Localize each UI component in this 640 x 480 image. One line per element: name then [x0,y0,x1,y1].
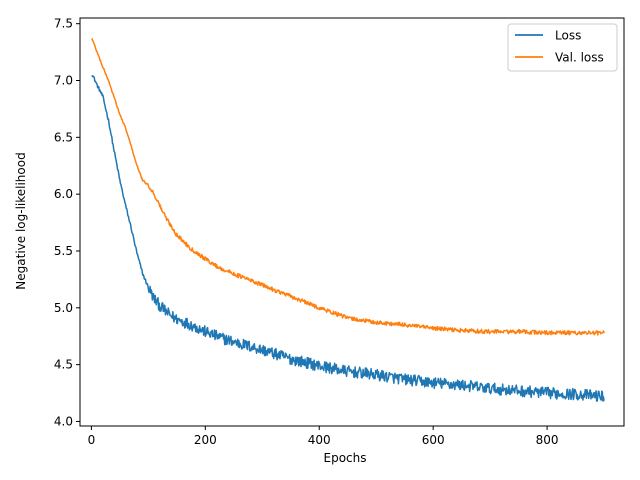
legend-label-loss: Loss [555,29,581,43]
x-tick-label: 600 [422,433,445,447]
x-tick-label: 200 [194,433,217,447]
y-tick-label: 7.5 [54,17,73,31]
series-layer [91,38,605,402]
x-tick-label: 400 [308,433,331,447]
y-axis-label: Negative log-likelihood [14,152,28,289]
y-tick-label: 7.0 [54,74,73,88]
x-tick-label: 0 [88,433,96,447]
y-tick-label: 6.0 [54,187,73,201]
y-tick-label: 4.5 [54,358,73,372]
y-tick-label: 6.5 [54,130,73,144]
y-axis: 4.0 4.5 5.0 5.5 6.0 6.5 7.0 7.5 [54,17,80,428]
y-tick-label: 5.5 [54,244,73,258]
series-line-val-loss [91,38,605,336]
series-line-loss [91,75,605,402]
y-tick-label: 4.0 [54,414,73,428]
x-axis-label: Epochs [324,451,367,465]
x-axis: 0 200 400 600 800 [88,426,559,447]
x-tick-label: 800 [536,433,559,447]
y-tick-label: 5.0 [54,301,73,315]
legend-label-val-loss: Val. loss [555,51,604,65]
legend: Loss Val. loss [507,23,618,72]
plot-frame [79,17,625,427]
